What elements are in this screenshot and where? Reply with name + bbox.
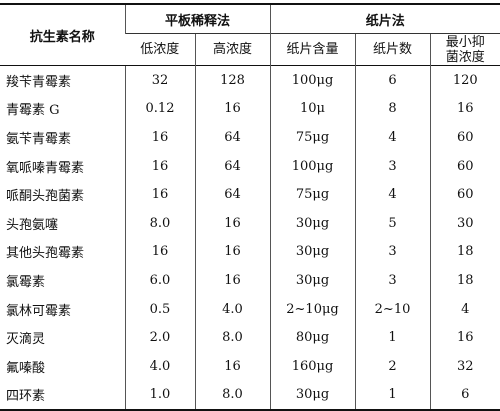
table-cell: 1 bbox=[354, 323, 431, 352]
column-header: 纸片数 bbox=[354, 33, 431, 66]
table-cell: 30μg bbox=[269, 380, 356, 411]
table-row: 灭滴灵 2.0 8.0 80μg 1 16 bbox=[0, 323, 500, 352]
column-header: 高浓度 bbox=[194, 33, 271, 66]
table-cell: 16 bbox=[124, 123, 195, 152]
antibiotic-name: 氯林可霉素 bbox=[6, 303, 72, 319]
group-header: 平板稀释法 bbox=[124, 3, 271, 34]
table-row: 羧苄青霉素 32 128 100μg 6 120 bbox=[0, 65, 500, 95]
table-cell: 64 bbox=[194, 180, 271, 209]
table-cell: 8.0 bbox=[124, 208, 195, 238]
header-cell: 抗生素名称 bbox=[0, 3, 125, 66]
table-row: 头孢氨噻 8.0 16 30μg 5 30 bbox=[0, 208, 500, 238]
antibiotic-name: 其他头孢霉素 bbox=[6, 246, 85, 262]
table-row: 青霉素 G 0.12 16 10μ 8 16 bbox=[0, 94, 500, 124]
table-cell: 4 bbox=[429, 294, 500, 324]
table-cell: 30μg bbox=[269, 208, 356, 238]
table-row: 其他头孢霉素 16 16 30μg 3 18 bbox=[0, 237, 500, 267]
table-cell: 2 bbox=[354, 351, 431, 381]
table-cell: 2~10μg bbox=[269, 294, 356, 324]
group-header: 纸片法 bbox=[269, 3, 500, 34]
antibiotic-name: 氟嗪酸 bbox=[6, 360, 46, 376]
table-row: 氯林可霉素 0.5 4.0 2~10μg 2~10 4 bbox=[0, 294, 500, 324]
antibiotic-name: 羧苄青霉素 bbox=[6, 74, 72, 90]
table-cell: 16 bbox=[194, 237, 271, 267]
table-cell: 100μg bbox=[269, 65, 356, 95]
table-cell: 16 bbox=[194, 266, 271, 295]
column-header: 最小抑菌浓度 bbox=[429, 33, 500, 66]
table-cell: 16 bbox=[194, 94, 271, 124]
table-cell: 4 bbox=[354, 180, 431, 209]
table-cell: 2.0 bbox=[124, 323, 195, 352]
antibiotic-name: 青霉素 G bbox=[6, 103, 60, 119]
table-cell: 5 bbox=[354, 208, 431, 238]
table-cell: 1 bbox=[354, 380, 431, 411]
table-cell: 2~10 bbox=[354, 294, 431, 324]
table-cell: 6 bbox=[354, 65, 431, 95]
table-cell: 16 bbox=[429, 94, 500, 124]
table-cell: 160μg bbox=[269, 351, 356, 381]
table-body: 羧苄青霉素 32 128 100μg 6 120 青霉素 G 0.12 16 10μ 8 16 氨苄青霉… bbox=[0, 65, 500, 411]
table-cell: 100μg bbox=[269, 151, 356, 181]
table-cell: 75μg bbox=[269, 180, 356, 209]
column-header: 低浓度 bbox=[125, 33, 195, 66]
table-cell: 18 bbox=[429, 237, 500, 267]
table-cell: 8.0 bbox=[194, 380, 271, 411]
antibiotic-name: 头孢氨噻 bbox=[6, 217, 59, 233]
table-cell: 128 bbox=[194, 65, 271, 95]
table-cell: 0.12 bbox=[124, 94, 195, 124]
table-cell: 64 bbox=[194, 151, 271, 181]
column-header: 纸片含量 bbox=[269, 33, 356, 66]
table-row: 氨苄青霉素 16 64 75μg 4 60 bbox=[0, 123, 500, 152]
table-cell: 3 bbox=[354, 237, 431, 267]
table-cell: 32 bbox=[429, 351, 500, 381]
table-cell: 1.0 bbox=[124, 380, 195, 411]
antibiotic-name: 氯霉素 bbox=[6, 274, 46, 290]
table-cell: 6.0 bbox=[124, 266, 195, 295]
table-cell: 3 bbox=[354, 151, 431, 181]
table-cell: 60 bbox=[429, 123, 500, 152]
table-cell: 16 bbox=[124, 180, 195, 209]
table-cell: 75μg bbox=[269, 123, 356, 152]
table-cell: 80μg bbox=[269, 323, 356, 352]
table-row: 氯霉素 6.0 16 30μg 3 18 bbox=[0, 266, 500, 295]
table-row: 氟嗪酸 4.0 16 160μg 2 32 bbox=[0, 351, 500, 381]
table-cell: 16 bbox=[194, 208, 271, 238]
table-cell: 32 bbox=[124, 65, 195, 95]
table-cell: 8.0 bbox=[194, 323, 271, 352]
table-cell: 4.0 bbox=[124, 351, 195, 381]
table-cell: 64 bbox=[194, 123, 271, 152]
table-cell: 8 bbox=[354, 94, 431, 124]
table-cell: 16 bbox=[124, 237, 195, 267]
table-cell: 30μg bbox=[269, 266, 356, 295]
table-cell: 30μg bbox=[269, 237, 356, 267]
table-cell: 6 bbox=[429, 380, 500, 411]
antibiotic-table: 抗生素名称 平板稀释法 纸片法 低浓度 高浓度 纸片含量 纸片数 最小抑菌浓度 … bbox=[0, 3, 500, 411]
table-cell: 3 bbox=[354, 266, 431, 295]
table-cell: 16 bbox=[194, 351, 271, 381]
table-cell: 60 bbox=[429, 180, 500, 209]
table-cell: 16 bbox=[124, 151, 195, 181]
antibiotic-name: 四环素 bbox=[0, 380, 125, 411]
table-cell: 10μ bbox=[269, 94, 356, 124]
table-cell: 0.5 bbox=[124, 294, 195, 324]
table-cell: 30 bbox=[429, 208, 500, 238]
antibiotic-name: 哌酮头孢菌素 bbox=[6, 189, 85, 205]
table-cell: 120 bbox=[429, 65, 500, 95]
table-row: 四环素 1.0 8.0 30μg 1 6 bbox=[0, 380, 500, 411]
table-row: 氧哌嗪青霉素 16 64 100μg 3 60 bbox=[0, 151, 500, 181]
table-cell: 60 bbox=[429, 151, 500, 181]
table-cell: 18 bbox=[429, 266, 500, 295]
antibiotic-name: 灭滴灵 bbox=[6, 332, 46, 348]
table-cell: 4.0 bbox=[194, 294, 271, 324]
antibiotic-name: 氧哌嗪青霉素 bbox=[6, 160, 85, 176]
table-cell: 4 bbox=[354, 123, 431, 152]
table-cell: 16 bbox=[429, 323, 500, 352]
table-row: 哌酮头孢菌素 16 64 75μg 4 60 bbox=[0, 180, 500, 209]
table-header: 抗生素名称 平板稀释法 纸片法 低浓度 高浓度 纸片含量 纸片数 最小抑菌浓度 bbox=[0, 3, 500, 66]
antibiotic-name: 氨苄青霉素 bbox=[6, 131, 72, 147]
